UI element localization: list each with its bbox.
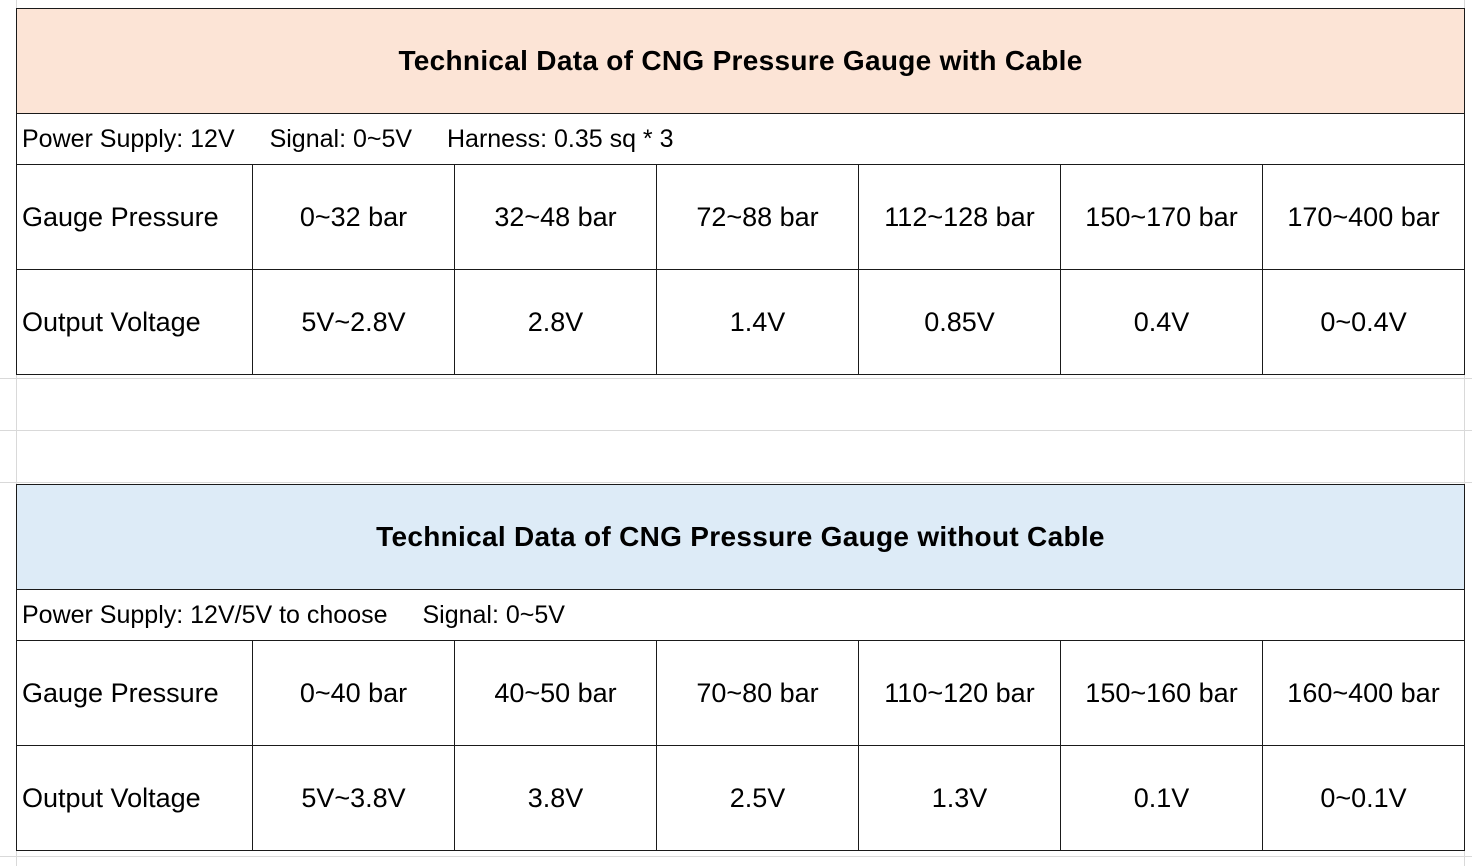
pressure-row: Gauge Pressure 0~40 bar 40~50 bar 70~80 … [16, 640, 1465, 746]
specs-row: Power Supply: 12V/5V to choose Signal: 0… [16, 589, 1465, 641]
pressure-row: Gauge Pressure 0~32 bar 32~48 bar 72~88 … [16, 164, 1466, 270]
voltage-cell: 0.85V [858, 269, 1061, 375]
voltage-cell: 2.5V [656, 745, 859, 851]
harness-spec: Harness: 0.35 sq * 3 [447, 124, 674, 153]
power-supply-spec: Power Supply: 12V/5V to choose [22, 600, 388, 629]
voltage-cell: 1.4V [656, 269, 859, 375]
pressure-cell: 0~32 bar [252, 164, 455, 270]
pressure-cell: 150~170 bar [1060, 164, 1263, 270]
signal-spec: Signal: 0~5V [422, 600, 565, 629]
voltage-row: Output Voltage 5V~2.8V 2.8V 1.4V 0.85V 0… [16, 269, 1466, 375]
pressure-cell: 110~120 bar [858, 640, 1061, 746]
voltage-cell: 2.8V [454, 269, 657, 375]
voltage-cell: 0.1V [1060, 745, 1263, 851]
table-title: Technical Data of CNG Pressure Gauge wit… [16, 484, 1465, 590]
table-title: Technical Data of CNG Pressure Gauge wit… [15, 8, 1466, 114]
specs-row: Power Supply: 12V Signal: 0~5V Harness: … [15, 113, 1466, 165]
row-header: Output Voltage [16, 745, 253, 851]
no-cable-gauge-table: Technical Data of CNG Pressure Gauge wit… [16, 484, 1465, 851]
pressure-cell: 72~88 bar [656, 164, 859, 270]
pressure-cell: 32~48 bar [454, 164, 657, 270]
voltage-cell: 3.8V [454, 745, 657, 851]
voltage-cell: 0~0.1V [1262, 745, 1465, 851]
row-header: Gauge Pressure [16, 164, 253, 270]
power-supply-spec: Power Supply: 12V [22, 124, 235, 153]
pressure-cell: 0~40 bar [252, 640, 455, 746]
row-header: Gauge Pressure [16, 640, 253, 746]
pressure-cell: 40~50 bar [454, 640, 657, 746]
voltage-cell: 0.4V [1060, 269, 1263, 375]
voltage-cell: 5V~2.8V [252, 269, 455, 375]
voltage-row: Output Voltage 5V~3.8V 3.8V 2.5V 1.3V 0.… [16, 745, 1465, 851]
voltage-cell: 0~0.4V [1261, 269, 1466, 375]
pressure-cell: 170~400 bar [1261, 164, 1466, 270]
row-header: Output Voltage [16, 269, 253, 375]
pressure-cell: 150~160 bar [1060, 640, 1263, 746]
pressure-cell: 70~80 bar [656, 640, 859, 746]
voltage-cell: 5V~3.8V [252, 745, 455, 851]
voltage-cell: 1.3V [858, 745, 1061, 851]
cable-gauge-table: Technical Data of CNG Pressure Gauge wit… [15, 8, 1466, 375]
pressure-cell: 160~400 bar [1262, 640, 1465, 746]
signal-spec: Signal: 0~5V [269, 124, 413, 153]
pressure-cell: 112~128 bar [858, 164, 1061, 270]
